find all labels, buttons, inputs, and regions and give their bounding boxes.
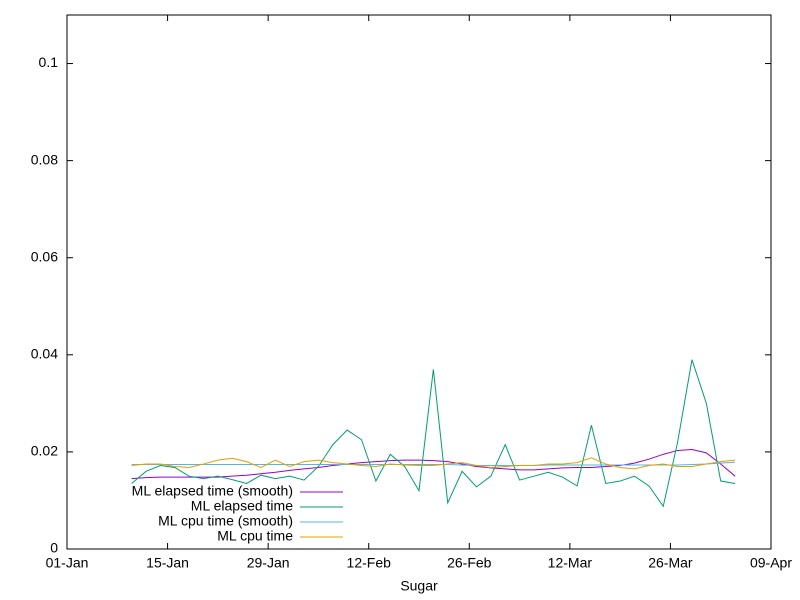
x-tick-label: 15-Jan xyxy=(146,555,189,571)
x-tick-label: 12-Feb xyxy=(347,555,392,571)
y-tick-label: 0.04 xyxy=(31,346,58,362)
plot-border xyxy=(66,14,772,550)
legend-label: ML cpu time (smooth) xyxy=(158,513,293,529)
x-tick-label: 09-Apr xyxy=(750,555,792,571)
x-axis-label: Sugar xyxy=(400,578,438,594)
legend-label: ML elapsed time xyxy=(191,498,293,514)
y-tick-label: 0.06 xyxy=(31,248,58,264)
series-line xyxy=(131,448,736,480)
x-tick-label: 26-Mar xyxy=(648,555,693,571)
legend-label: ML cpu time xyxy=(217,528,293,544)
legend-label: ML elapsed time (smooth) xyxy=(132,483,293,499)
series-line xyxy=(131,461,736,467)
x-tick-label: 01-Jan xyxy=(46,555,89,571)
y-tick-label: 0 xyxy=(50,540,58,556)
y-tick-label: 0.08 xyxy=(31,151,58,167)
series-line xyxy=(131,359,736,508)
series-line xyxy=(131,457,736,470)
x-tick-label: 12-Mar xyxy=(548,555,593,571)
x-tick-label: 26-Feb xyxy=(447,555,492,571)
y-tick-label: 0.02 xyxy=(31,443,58,459)
x-tick-label: 29-Jan xyxy=(247,555,290,571)
y-tick-label: 0.1 xyxy=(39,54,59,70)
